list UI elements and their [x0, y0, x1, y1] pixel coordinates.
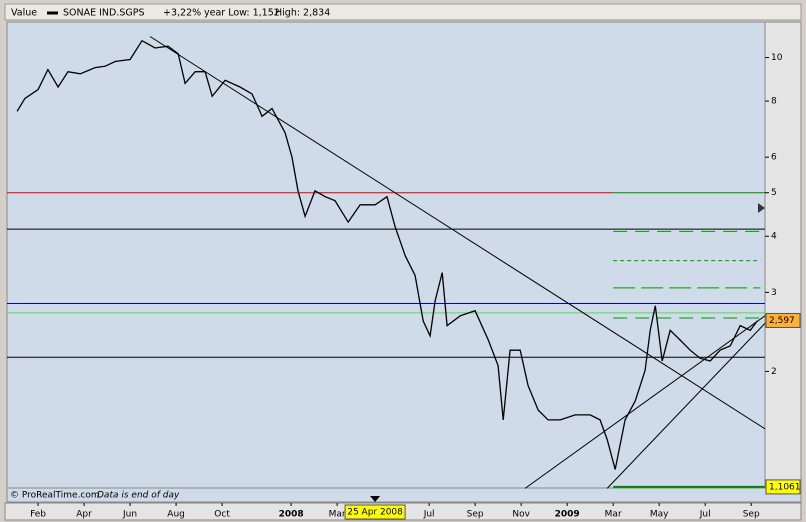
- x-tick-label: 2009: [555, 510, 580, 520]
- price-label: 1,1061: [769, 482, 801, 492]
- header-bar: [4, 3, 802, 21]
- cursor-box: [344, 504, 406, 520]
- x-tick-label: 2008: [279, 510, 304, 520]
- price-label-box: [765, 312, 801, 328]
- x-tick-label: Nov: [512, 510, 530, 520]
- footer-strip: [6, 487, 802, 503]
- x-tick-label: Feb: [30, 510, 46, 520]
- legend-entry: SONAE IND.SGPS: [63, 8, 145, 19]
- level-line: [149, 36, 766, 430]
- marker: [758, 203, 765, 213]
- price-label: 2,597: [769, 316, 795, 326]
- cursor-label: 25 Apr 2008: [347, 508, 403, 518]
- x-tick-label: May: [650, 510, 669, 520]
- level-line: [606, 322, 766, 489]
- y-tick-label: 3: [771, 288, 777, 298]
- x-tick-label: Sep: [467, 510, 484, 520]
- footer-source: © ProRealTime.com: [10, 491, 100, 501]
- y-tick-label: 6: [771, 153, 777, 163]
- x-tick-label: Jul: [423, 510, 435, 520]
- x-tick-label: Mar: [329, 510, 346, 520]
- x-tick-label: Mar: [605, 510, 622, 520]
- y-tick-label: 8: [771, 97, 777, 107]
- y-tick-label: 2: [771, 367, 777, 377]
- plot-area: [6, 21, 766, 489]
- high-label: High: 2,834: [275, 8, 330, 19]
- x-tick-label: Oct: [214, 510, 230, 520]
- price-line: [16, 39, 758, 470]
- x-tick-label: Sep: [743, 510, 760, 520]
- change-label: +3,22%: [163, 8, 201, 19]
- x-tick-label: Jul: [699, 510, 711, 520]
- low-label: year Low: 1,152: [204, 8, 280, 19]
- cursor-arrow: [370, 496, 381, 502]
- price-label-box: [765, 479, 801, 495]
- y-tick-label: 10: [771, 53, 783, 63]
- footer-note: Data is end of day: [97, 491, 180, 501]
- x-tick-label: Aug: [167, 510, 185, 520]
- header-label: Value: [11, 8, 37, 19]
- y-axis-area: [764, 21, 802, 489]
- x-tick-label: Apr: [76, 510, 92, 520]
- level-line: [524, 315, 766, 489]
- x-tick-label: Jun: [122, 510, 137, 520]
- y-tick-label: 5: [771, 188, 777, 198]
- y-tick-label: 4: [771, 232, 777, 242]
